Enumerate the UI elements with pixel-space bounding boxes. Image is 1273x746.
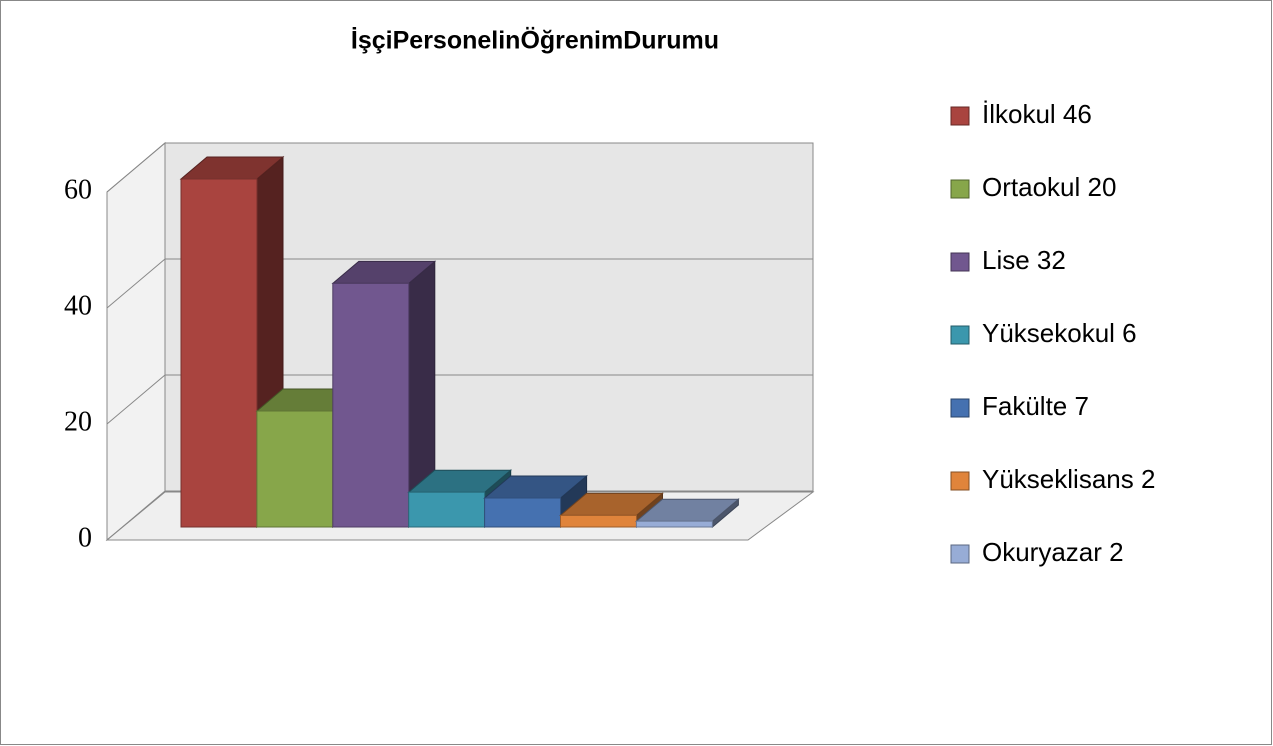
y-tick-label: 0 xyxy=(78,522,92,553)
legend-label: İlkokul 46 xyxy=(982,99,1092,129)
grid-line xyxy=(106,142,813,193)
legend-swatch xyxy=(950,398,970,418)
legend-label: Okuryazar 2 xyxy=(982,537,1124,567)
legend-swatch xyxy=(950,252,970,272)
chart-title: İşçiPersonelinÖğrenimDurumu xyxy=(351,26,719,55)
y-tick-label: 60 xyxy=(64,174,92,205)
side-wall xyxy=(106,141,166,542)
bar xyxy=(180,178,258,528)
grid-line xyxy=(106,258,813,309)
legend-label: Lise 32 xyxy=(982,245,1066,275)
y-tick-label: 40 xyxy=(64,290,92,321)
bar xyxy=(560,514,637,528)
legend-label: Ortaokul 20 xyxy=(982,172,1116,202)
grid-line xyxy=(106,374,813,425)
y-tick-label: 20 xyxy=(64,406,92,437)
legend-label: Fakülte 7 xyxy=(982,391,1089,421)
legend-label: Yükseklisans 2 xyxy=(982,464,1155,494)
bar xyxy=(332,282,410,528)
bar xyxy=(408,491,486,528)
legend-swatch xyxy=(950,325,970,345)
legend-swatch xyxy=(950,471,970,491)
legend-label: Yüksekokul 6 xyxy=(982,318,1137,348)
legend-swatch xyxy=(950,544,970,564)
bar xyxy=(484,497,562,528)
bar xyxy=(256,410,334,528)
legend-swatch xyxy=(950,179,970,199)
legend-swatch xyxy=(950,106,970,126)
bar xyxy=(635,520,713,528)
grid-line xyxy=(106,490,813,541)
